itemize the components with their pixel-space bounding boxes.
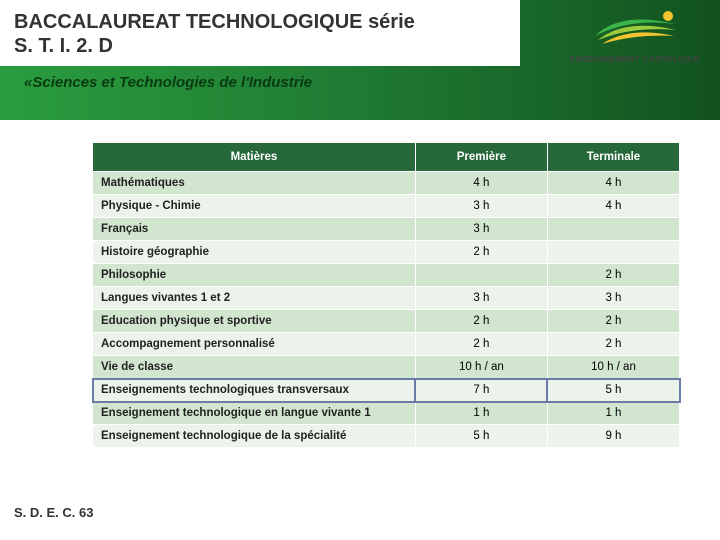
terminale-cell: 2 h xyxy=(547,310,679,333)
terminale-cell xyxy=(547,241,679,264)
table-header-row: Matières Première Terminale xyxy=(93,143,680,172)
subject-cell: Philosophie xyxy=(93,264,416,287)
premiere-cell: 7 h xyxy=(415,379,547,402)
premiere-cell: 3 h xyxy=(415,287,547,310)
subject-cell: Enseignements technologiques transversau… xyxy=(93,379,416,402)
terminale-cell: 3 h xyxy=(547,287,679,310)
col-header-premiere: Première xyxy=(415,143,547,172)
col-header-terminale: Terminale xyxy=(547,143,679,172)
terminale-cell xyxy=(547,218,679,241)
table-row: Enseignement technologique en langue viv… xyxy=(93,402,680,425)
terminale-cell: 10 h / an xyxy=(547,356,679,379)
table-row: Accompagnement personnalisé2 h2 h xyxy=(93,333,680,356)
subjects-table: Matières Première Terminale Mathématique… xyxy=(92,142,680,448)
header-band: BACCALAUREAT TECHNOLOGIQUE série S. T. I… xyxy=(0,0,720,120)
logo-text: ENSEIGNEMENT CATHOLIQUE xyxy=(560,54,710,64)
col-header-subject: Matières xyxy=(93,143,416,172)
page-subtitle: «Sciences et Technologies de l'Industrie xyxy=(0,66,720,91)
subject-cell: Education physique et sportive xyxy=(93,310,416,333)
subject-cell: Mathématiques xyxy=(93,172,416,195)
table-row: Enseignement technologique de la spécial… xyxy=(93,425,680,448)
subjects-table-wrap: Matières Première Terminale Mathématique… xyxy=(92,142,680,448)
premiere-cell: 2 h xyxy=(415,310,547,333)
table-row: Mathématiques4 h4 h xyxy=(93,172,680,195)
premiere-cell xyxy=(415,264,547,287)
premiere-cell: 4 h xyxy=(415,172,547,195)
terminale-cell: 4 h xyxy=(547,172,679,195)
subject-cell: Physique - Chimie xyxy=(93,195,416,218)
footer-text: S. D. E. C. 63 xyxy=(14,505,93,520)
subject-cell: Enseignement technologique de la spécial… xyxy=(93,425,416,448)
terminale-cell: 9 h xyxy=(547,425,679,448)
table-row: Français3 h xyxy=(93,218,680,241)
subject-cell: Vie de classe xyxy=(93,356,416,379)
table-row: Education physique et sportive2 h2 h xyxy=(93,310,680,333)
table-row: Physique - Chimie3 h4 h xyxy=(93,195,680,218)
subject-cell: Accompagnement personnalisé xyxy=(93,333,416,356)
premiere-cell: 3 h xyxy=(415,195,547,218)
table-row: Langues vivantes 1 et 23 h3 h xyxy=(93,287,680,310)
subject-cell: Histoire géographie xyxy=(93,241,416,264)
terminale-cell: 2 h xyxy=(547,264,679,287)
title-box: BACCALAUREAT TECHNOLOGIQUE série S. T. I… xyxy=(0,0,520,66)
premiere-cell: 3 h xyxy=(415,218,547,241)
premiere-cell: 2 h xyxy=(415,333,547,356)
logo-swoosh-icon xyxy=(590,6,680,50)
table-row: Philosophie 2 h xyxy=(93,264,680,287)
logo-area: ENSEIGNEMENT CATHOLIQUE xyxy=(560,6,710,64)
premiere-cell: 5 h xyxy=(415,425,547,448)
subject-cell: Langues vivantes 1 et 2 xyxy=(93,287,416,310)
terminale-cell: 1 h xyxy=(547,402,679,425)
subject-cell: Enseignement technologique en langue viv… xyxy=(93,402,416,425)
premiere-cell: 10 h / an xyxy=(415,356,547,379)
premiere-cell: 1 h xyxy=(415,402,547,425)
terminale-cell: 4 h xyxy=(547,195,679,218)
table-row: Enseignements technologiques transversau… xyxy=(93,379,680,402)
terminale-cell: 2 h xyxy=(547,333,679,356)
page-title-line2: S. T. I. 2. D xyxy=(14,34,506,58)
premiere-cell: 2 h xyxy=(415,241,547,264)
table-row: Vie de classe10 h / an10 h / an xyxy=(93,356,680,379)
terminale-cell: 5 h xyxy=(547,379,679,402)
subject-cell: Français xyxy=(93,218,416,241)
page-title-line1: BACCALAUREAT TECHNOLOGIQUE série xyxy=(14,10,506,34)
table-row: Histoire géographie2 h xyxy=(93,241,680,264)
